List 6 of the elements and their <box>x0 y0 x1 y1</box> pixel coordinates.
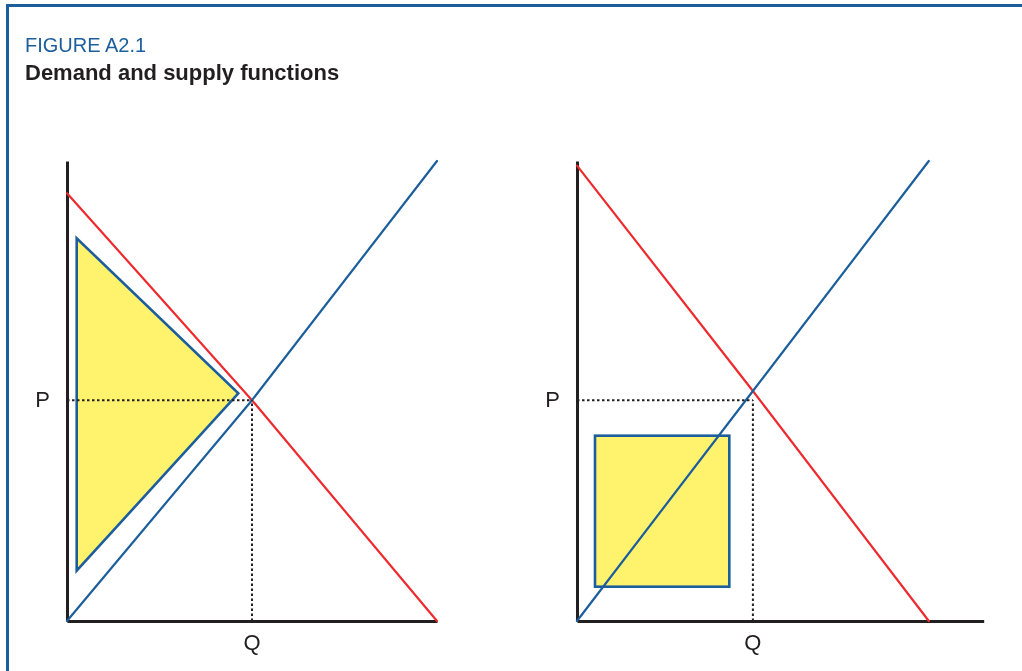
chart-subtitle: Demand and supply functions <box>25 60 340 85</box>
text: Q <box>744 629 762 655</box>
ref-line-label: P <box>545 386 561 412</box>
chart-title: FIGURE A2.1 <box>25 34 147 56</box>
text: Q <box>243 629 261 655</box>
ref-line-label: P <box>35 386 50 412</box>
